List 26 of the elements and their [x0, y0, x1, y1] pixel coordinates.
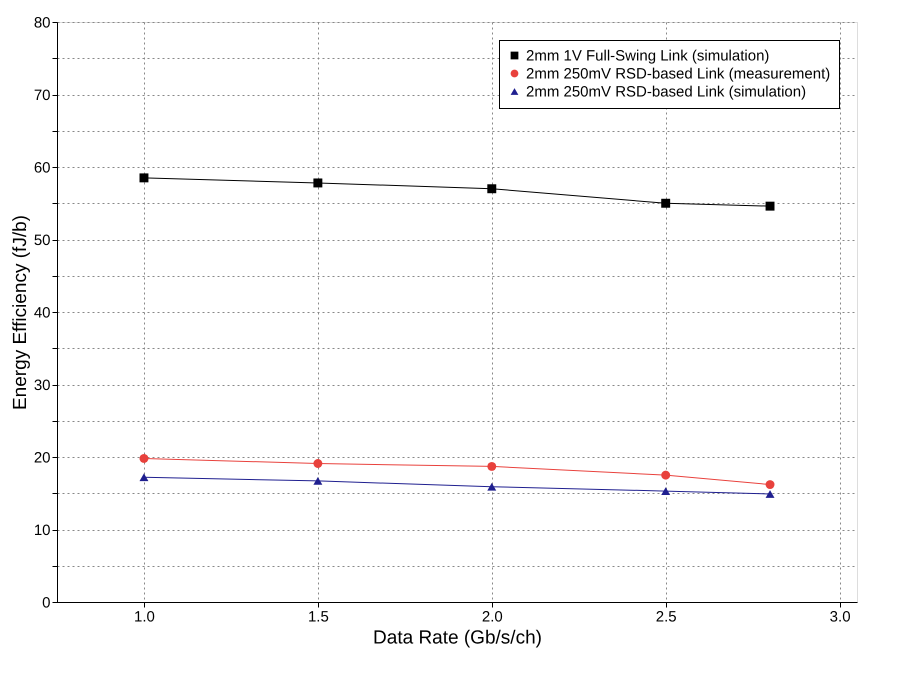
point [139, 173, 148, 182]
y-tick-label: 0 [42, 594, 50, 612]
y-tick-label: 60 [34, 160, 50, 176]
point [139, 454, 148, 463]
x-tick-label: 1.0 [134, 608, 155, 626]
point [766, 490, 775, 498]
point [766, 480, 775, 490]
point [313, 178, 322, 188]
y-tick-label: 20 [34, 450, 50, 466]
legend-label: 2mm 250mV RSD-based Link (measurement) [526, 66, 830, 82]
x-tick-label: 2.0 [482, 608, 503, 626]
point [766, 202, 775, 211]
y-tick-label: 30 [34, 377, 50, 394]
legend-label: 2mm 1V Full-Swing Link (simulation) [526, 48, 770, 64]
y-tick-label: 10 [34, 522, 50, 539]
y-tick-label: 40 [34, 304, 50, 322]
y-tick-label: 50 [34, 232, 50, 249]
y-tick-label: 80 [34, 14, 50, 32]
y-tick-label: 70 [34, 87, 50, 104]
x-tick-label: 1.5 [308, 608, 329, 626]
x-tick-label: 2.5 [656, 608, 677, 626]
legend-label: 2mm 250mV RSD-based Link (simulation) [526, 84, 806, 100]
y-axis-title: Energy Efficiency (fJ/b) [10, 214, 31, 410]
point [313, 477, 322, 485]
x-tick-label: 3.0 [830, 608, 851, 626]
x-axis-title: Data Rate (Gb/s/ch) [373, 628, 542, 648]
